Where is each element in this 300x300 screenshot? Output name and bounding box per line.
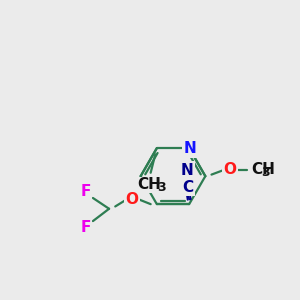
Text: F: F: [81, 220, 91, 235]
Text: C: C: [183, 180, 194, 195]
Text: N: N: [181, 163, 194, 178]
Text: O: O: [126, 192, 139, 207]
Text: O: O: [224, 163, 236, 178]
Text: N: N: [184, 141, 196, 156]
Text: 3: 3: [262, 166, 270, 179]
Text: CH: CH: [137, 177, 161, 192]
Text: CH: CH: [251, 163, 275, 178]
Text: F: F: [81, 184, 91, 199]
Text: 3: 3: [158, 181, 166, 194]
